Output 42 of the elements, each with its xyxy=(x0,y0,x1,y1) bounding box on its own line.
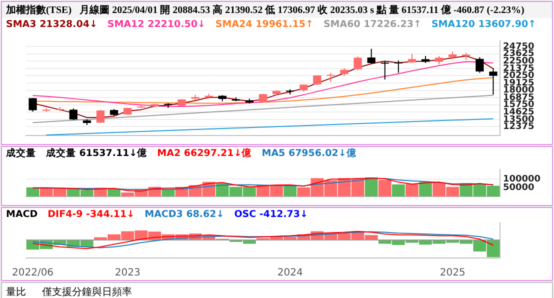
candlestick xyxy=(476,56,484,74)
series-label: OSC -412.73↓ xyxy=(234,209,308,221)
text: SMA120 13607.90↑ xyxy=(431,19,536,31)
candlestick xyxy=(394,60,402,74)
text: DIF4-9 -344.11↓ xyxy=(48,209,135,221)
bar xyxy=(419,182,432,197)
candlestick xyxy=(367,48,376,64)
candlestick xyxy=(69,108,78,121)
chart-title: 加權指數(TSE) xyxy=(6,5,72,16)
bar xyxy=(378,180,392,197)
candlestick xyxy=(28,98,37,112)
bar xyxy=(108,188,120,197)
y-tick-label: 12375 xyxy=(503,122,534,132)
candlestick xyxy=(408,54,416,64)
chart-title: 成交量 xyxy=(6,148,36,160)
x-tick-label: 2025 xyxy=(440,268,466,279)
candlestick xyxy=(96,110,105,124)
y-tick-label: 100000 xyxy=(503,174,541,184)
bar xyxy=(392,184,405,197)
x-tick-label: 2023 xyxy=(114,268,140,279)
text: SMA3 21328.04↓ xyxy=(6,19,98,31)
candlestick xyxy=(326,72,335,82)
text: SMA12 22210.50↓ xyxy=(107,19,206,31)
text: SMA60 17226.23↑ xyxy=(323,19,422,31)
series-label: MACD3 68.62↓ xyxy=(144,209,224,221)
text: 量比 xyxy=(6,287,26,298)
candlestick xyxy=(354,56,362,71)
candlestick xyxy=(380,60,389,80)
x-tick-label: 2022/06 xyxy=(12,268,54,279)
candlestick xyxy=(489,68,498,96)
bar xyxy=(406,184,418,197)
text: MA2 66297.21↓億 xyxy=(157,148,252,160)
y-tick-label: 50000 xyxy=(503,183,534,194)
x-tick-label: 2024 xyxy=(277,268,303,279)
bar xyxy=(364,177,378,197)
chart-subtitle: 月線圖 2025/04/01 開 20884.53 高 21390.52 低 17306.97 收 20235.03 s 點 量 61537.11 億 -460.87 (-2.23%) xyxy=(80,5,524,16)
text: MA5 67956.02↓億 xyxy=(262,148,356,160)
text: 成交量 61537.11↓億 xyxy=(46,148,148,160)
text: SMA24 19961.15↑ xyxy=(215,19,314,31)
bar xyxy=(26,187,40,197)
text: 僅支援分鐘與日頻率 xyxy=(42,287,132,298)
chart-title: MACD xyxy=(6,209,38,221)
